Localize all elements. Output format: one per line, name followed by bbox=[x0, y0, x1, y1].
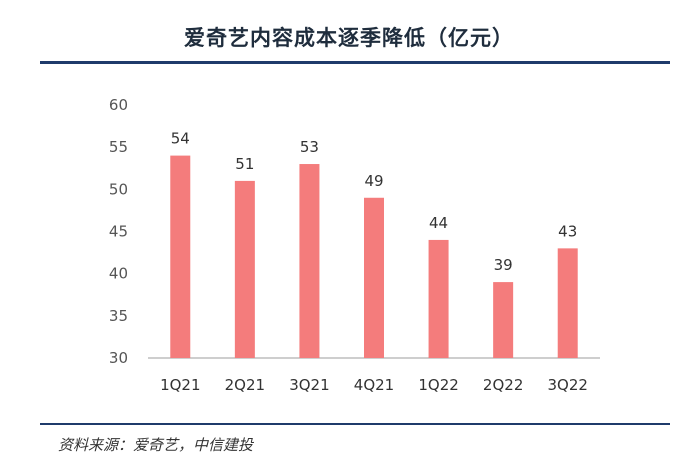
data-label: 49 bbox=[364, 172, 383, 190]
y-tick-label: 45 bbox=[109, 223, 128, 241]
data-label: 51 bbox=[235, 155, 254, 173]
y-tick-label: 35 bbox=[109, 307, 128, 325]
y-tick-label: 50 bbox=[109, 180, 128, 198]
data-label: 44 bbox=[429, 214, 448, 232]
y-tick-label: 40 bbox=[109, 265, 128, 283]
bar-2q22 bbox=[493, 282, 514, 358]
x-tick-label: 2Q22 bbox=[483, 376, 523, 394]
title-rule bbox=[40, 61, 670, 64]
bar-3q21 bbox=[299, 164, 320, 358]
x-tick-label: 2Q21 bbox=[225, 376, 265, 394]
y-tick-label: 55 bbox=[109, 138, 128, 156]
source-rule bbox=[40, 423, 670, 425]
bar-1q21 bbox=[170, 155, 191, 358]
x-tick-label: 1Q21 bbox=[160, 376, 200, 394]
data-label: 53 bbox=[300, 138, 319, 156]
x-tick-label: 4Q21 bbox=[354, 376, 394, 394]
bar-4q21 bbox=[364, 197, 384, 358]
x-tick-label: 1Q22 bbox=[418, 376, 458, 394]
bar-1q22 bbox=[428, 239, 449, 358]
bar-3q22 bbox=[557, 248, 578, 358]
data-label: 39 bbox=[494, 256, 513, 274]
y-tick-label: 60 bbox=[109, 96, 128, 114]
data-label: 54 bbox=[171, 130, 190, 148]
chart-title: 爱奇艺内容成本逐季降低（亿元） bbox=[184, 26, 514, 50]
data-label: 43 bbox=[558, 222, 577, 240]
x-tick-label: 3Q21 bbox=[289, 376, 329, 394]
y-tick-label: 30 bbox=[109, 349, 128, 367]
x-tick-label: 3Q22 bbox=[547, 376, 587, 394]
source-note: 资料来源：爱奇艺，中信建投 bbox=[58, 436, 254, 454]
bar-2q21 bbox=[234, 180, 255, 358]
